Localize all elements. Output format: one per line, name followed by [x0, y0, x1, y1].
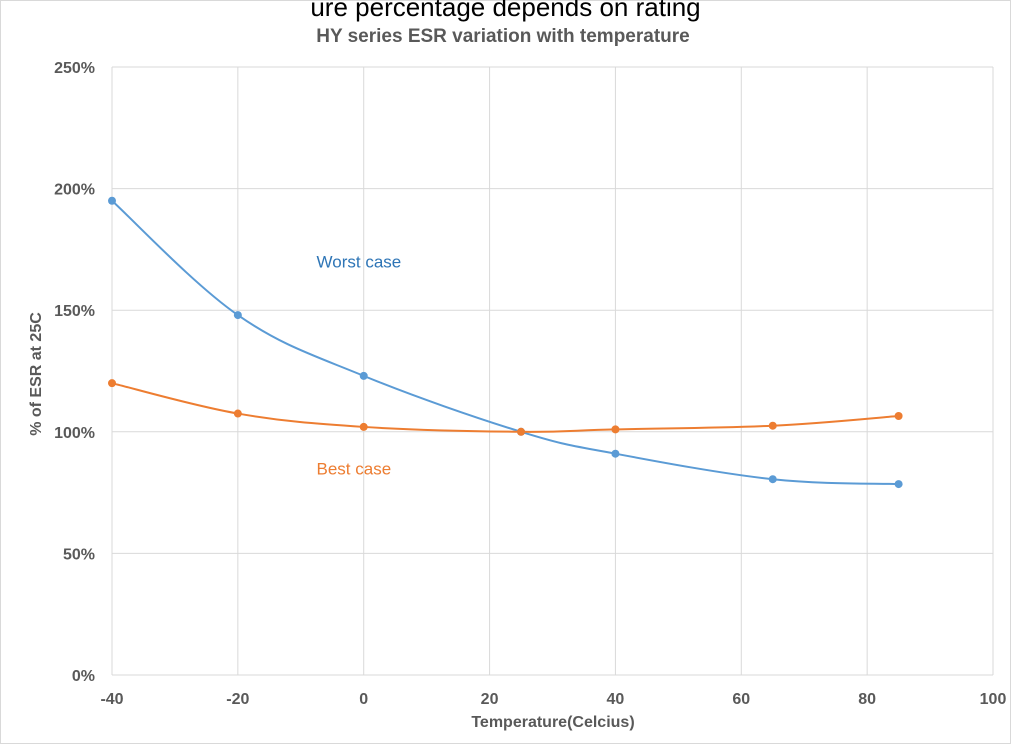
data-point [894, 480, 903, 489]
grid [111, 66, 994, 676]
header-caption: ure percentage depends on rating [310, 0, 701, 22]
best-case-label: Best case [317, 459, 392, 478]
series-line-worst-case [111, 200, 899, 486]
series-points [108, 196, 903, 489]
data-point [108, 379, 116, 388]
series-line-best-case [111, 382, 899, 433]
x-tick-label: -20 [226, 691, 249, 708]
x-tick-label: 100 [980, 691, 1007, 708]
data-point [611, 425, 620, 434]
x-tick-label: 80 [858, 691, 876, 708]
annotations: Worst case Best case [317, 253, 402, 479]
x-tick-label: 0 [359, 691, 368, 708]
y-tick-label: 100% [54, 425, 95, 442]
y-tick-label: 0% [72, 668, 95, 685]
data-point [768, 475, 777, 484]
data-point [359, 422, 368, 431]
x-tick-label: 60 [732, 691, 750, 708]
x-tick-label: 40 [607, 691, 625, 708]
data-point [233, 311, 242, 320]
data-point [768, 421, 777, 430]
series-lines [111, 200, 899, 486]
x-axis-label: Temperature(Celcius) [471, 714, 634, 731]
y-tick-label: 50% [63, 546, 95, 563]
y-tick-label: 250% [54, 60, 95, 77]
y-tick-label: 150% [54, 303, 95, 320]
y-tick-label: 200% [54, 182, 95, 199]
tick-labels: 0% 50% 100% 150% 200% 250% -40 -20 0 20 40 60 80 100 [54, 60, 1006, 708]
worst-case-label: Worst case [317, 253, 402, 272]
x-tick-label: 20 [481, 691, 499, 708]
x-tick-label: -40 [100, 691, 123, 708]
y-axis-label: % of ESR at 25C [28, 312, 45, 436]
data-point [894, 411, 903, 420]
data-point [233, 409, 242, 418]
chart-title: HY series ESR variation with temperature [316, 26, 689, 47]
data-point [359, 371, 368, 380]
data-point [108, 196, 116, 205]
data-point [611, 449, 620, 458]
data-point [517, 427, 526, 436]
